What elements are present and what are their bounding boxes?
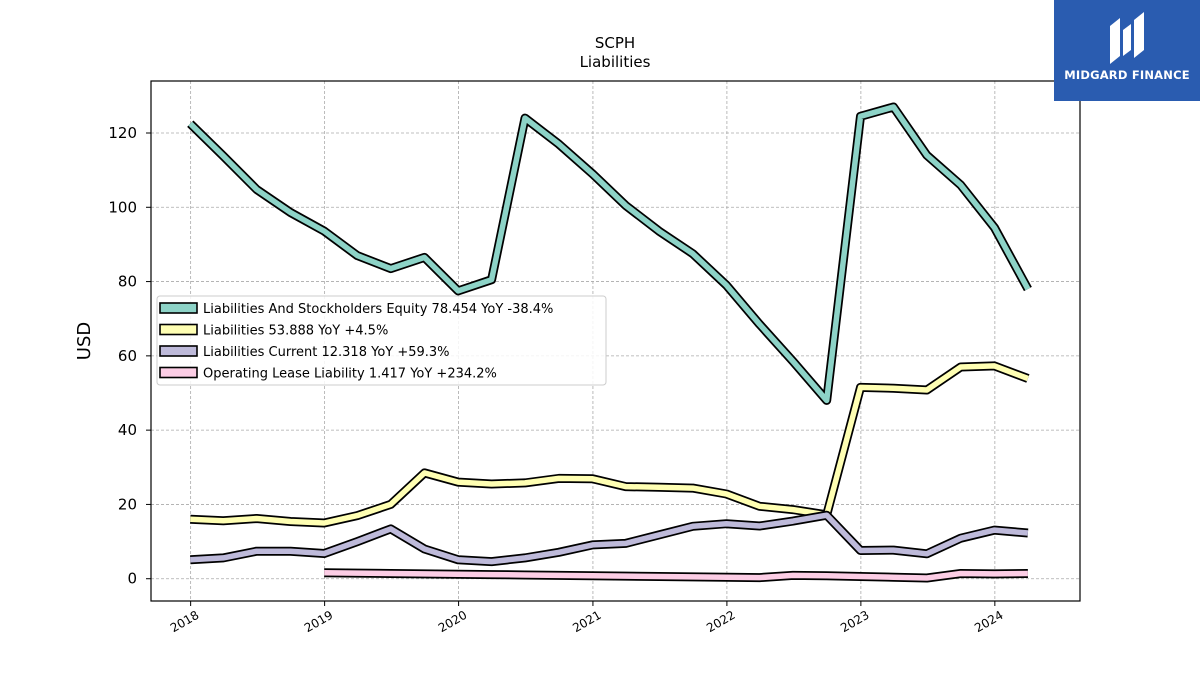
series-line (190, 512, 1029, 565)
x-tick-label: 2023 (838, 608, 871, 635)
y-tick-label: 0 (127, 570, 137, 588)
series-lines (187, 102, 1032, 583)
y-tick-label: 100 (108, 198, 137, 216)
x-tick-label: 2020 (436, 608, 469, 635)
legend-swatch (159, 323, 198, 336)
y-tick-label: 20 (118, 495, 137, 513)
series-line (188, 104, 1031, 404)
chart-title: SCPH (595, 34, 635, 52)
y-tick-label: 60 (118, 347, 137, 365)
logo-mark-icon (1110, 12, 1144, 64)
x-tick-label: 2019 (302, 608, 335, 635)
series-line (190, 363, 1029, 526)
chart-subtitle: Liabilities (580, 53, 651, 71)
legend-swatch (159, 366, 198, 379)
series-liabilities-current (190, 510, 1029, 567)
legend-entry: Operating Lease Liability 1.417 YoY +234… (203, 367, 497, 382)
legend-box (156, 295, 607, 386)
y-tick-label: 120 (108, 124, 137, 142)
legend-entry: Liabilities Current 12.318 YoY +59.3% (203, 345, 450, 360)
logo-text: MIDGARD FINANCE (1064, 68, 1190, 82)
legend-entry: Liabilities And Stockholders Equity 78.4… (203, 302, 553, 317)
series-liabilities-and-stockholders-equity (187, 102, 1032, 405)
x-tick-label: 2024 (972, 608, 1005, 635)
legend-entry: Liabilities 53.888 YoY +4.5% (203, 324, 388, 339)
series-operating-lease-liability (324, 568, 1028, 583)
x-tick-label: 2021 (570, 608, 603, 635)
x-tick-label: 2022 (704, 608, 737, 635)
y-tick-label: 80 (118, 273, 137, 291)
x-tick-label: 2018 (168, 608, 201, 635)
y-tick-label: 40 (118, 421, 137, 439)
y-axis-label: USD (74, 322, 95, 360)
legend-swatch (159, 345, 198, 357)
midgard-finance-logo: MIDGARD FINANCE (1054, 0, 1200, 101)
series-line (324, 570, 1028, 581)
series-liabilities (190, 361, 1030, 528)
legend: Liabilities And Stockholders Equity 78.4… (156, 295, 607, 386)
legend-swatch (159, 302, 198, 314)
plot-frame (150, 80, 1081, 602)
